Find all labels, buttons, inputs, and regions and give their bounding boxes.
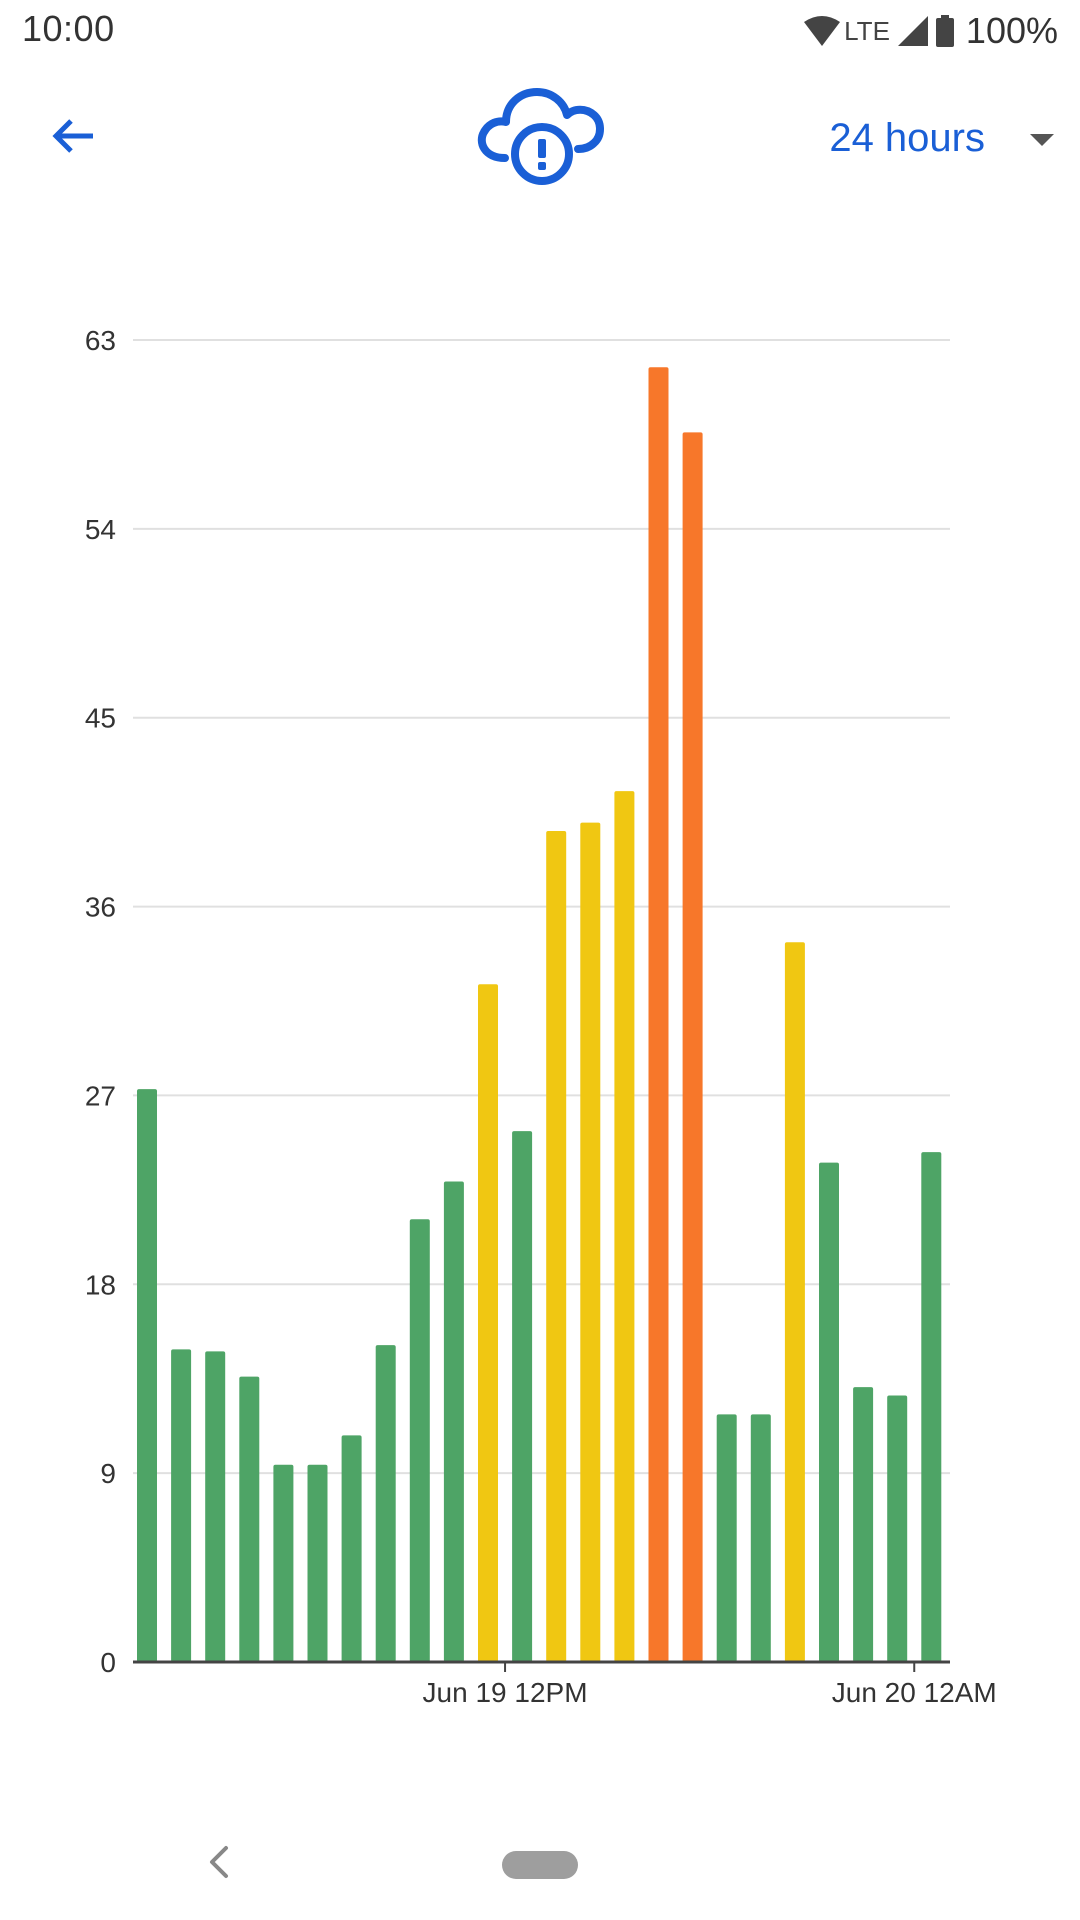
y-tick-label: 54 bbox=[85, 514, 116, 545]
chart-svg: 0 9 18 27 36 45 54 63 Jun 19 12PM Jun 20 12AM bbox=[85, 325, 997, 1708]
bar-chart: 0 9 18 27 36 45 54 63 Jun 19 12PM Jun 20 12AM bbox=[0, 300, 1080, 1740]
time-range-selector[interactable]: 24 hours bbox=[780, 106, 1080, 170]
cloud-alert-icon bbox=[477, 88, 604, 185]
chart-bar[interactable] bbox=[239, 1376, 260, 1662]
arrow-back-icon bbox=[52, 119, 93, 153]
chart-bar[interactable] bbox=[137, 1089, 157, 1662]
chart-bar[interactable] bbox=[921, 1152, 942, 1662]
dropdown-caret-icon bbox=[1030, 134, 1054, 146]
chart-bar[interactable] bbox=[443, 1181, 464, 1662]
app-bar: 24 hours bbox=[0, 70, 1080, 200]
y-tick-label: 36 bbox=[85, 892, 116, 923]
status-bar: 10:00 LTE 100% bbox=[0, 0, 1080, 63]
chart-bar[interactable] bbox=[512, 1131, 533, 1662]
nav-back-icon[interactable] bbox=[200, 1840, 240, 1884]
chart-bar[interactable] bbox=[409, 1219, 430, 1662]
chart-bar[interactable] bbox=[478, 984, 498, 1662]
chart-gridlines bbox=[133, 339, 950, 1475]
signal-icon bbox=[897, 16, 928, 46]
chart-bar[interactable] bbox=[648, 367, 669, 1663]
battery-percent: 100% bbox=[965, 10, 1058, 51]
chart-bar[interactable] bbox=[819, 1162, 839, 1662]
chart-bar[interactable] bbox=[341, 1435, 362, 1662]
chart-bar[interactable] bbox=[205, 1351, 226, 1662]
chart-bar[interactable] bbox=[853, 1387, 874, 1662]
y-axis-labels: 0 9 18 27 36 45 54 63 bbox=[85, 325, 116, 1678]
chart-bar[interactable] bbox=[580, 822, 601, 1662]
chart-bars bbox=[137, 367, 942, 1663]
chart-bar[interactable] bbox=[171, 1349, 192, 1662]
back-button[interactable] bbox=[38, 101, 108, 171]
battery-icon bbox=[935, 15, 954, 47]
chart-bar[interactable] bbox=[375, 1345, 396, 1662]
chart-bar[interactable] bbox=[887, 1395, 908, 1662]
x-tick-label: Jun 20 12AM bbox=[832, 1677, 997, 1708]
chart-bar[interactable] bbox=[546, 831, 567, 1662]
chart-bar[interactable] bbox=[750, 1414, 771, 1662]
time-range-label: 24 hours bbox=[829, 116, 985, 160]
status-time: 10:00 bbox=[22, 8, 115, 49]
chart-bar[interactable] bbox=[682, 432, 703, 1663]
y-tick-label: 27 bbox=[85, 1080, 116, 1111]
y-tick-label: 45 bbox=[85, 703, 116, 734]
y-tick-label: 0 bbox=[100, 1647, 116, 1678]
y-tick-label: 63 bbox=[85, 325, 116, 356]
status-icons: LTE 100% bbox=[804, 8, 1058, 54]
chart-bar[interactable] bbox=[614, 791, 635, 1662]
chart-bar[interactable] bbox=[716, 1414, 737, 1662]
chart-bar[interactable] bbox=[784, 942, 805, 1662]
y-tick-label: 18 bbox=[85, 1269, 116, 1300]
chart-bar[interactable] bbox=[273, 1464, 294, 1662]
x-axis-labels: Jun 19 12PM Jun 20 12AM bbox=[423, 1662, 997, 1708]
chart-bar[interactable] bbox=[307, 1464, 328, 1662]
nav-home-pill[interactable] bbox=[502, 1851, 578, 1879]
wifi-icon bbox=[804, 16, 841, 46]
y-tick-label: 9 bbox=[100, 1458, 116, 1489]
navigation-bar bbox=[0, 1800, 1080, 1920]
x-tick-label: Jun 19 12PM bbox=[423, 1677, 588, 1708]
network-type: LTE bbox=[844, 15, 890, 46]
